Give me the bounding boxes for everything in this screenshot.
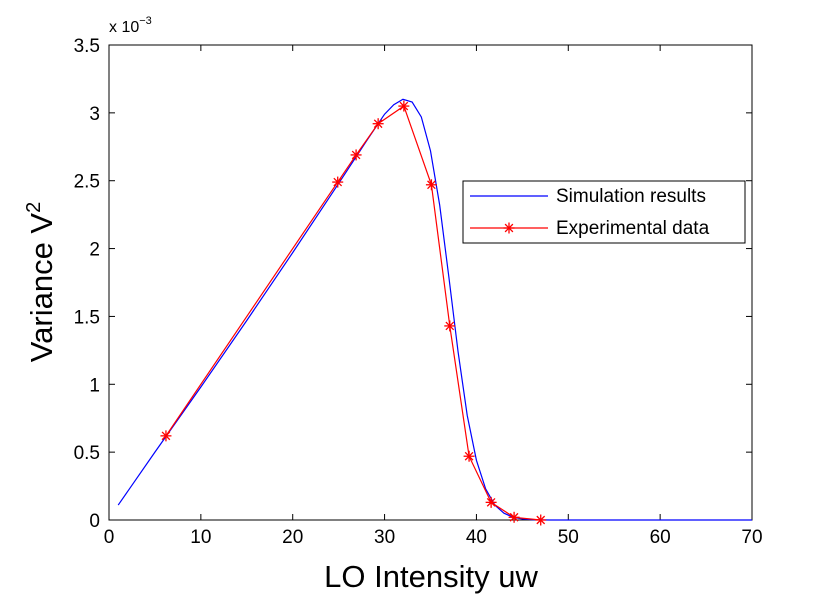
simulation-results-line (117, 98, 752, 521)
legend: Simulation results Experimental data (462, 180, 746, 244)
experimental-data-point-stroke (161, 431, 171, 441)
experimental-data-point (463, 450, 475, 462)
y-tick-label: 0 (89, 511, 100, 532)
y-axis-ticks: 0 0.5 1 1.5 2 2.5 3 3.5 (74, 36, 752, 532)
x-tick-label: 10 (190, 527, 211, 548)
plot-area-border (108, 44, 753, 521)
experimental-data-point-stroke (536, 515, 546, 525)
y-tick-label: 2 (89, 240, 100, 261)
x-tick-label: 40 (466, 527, 487, 548)
y-tick-label: 1 (89, 375, 100, 396)
experimental-data-point (372, 118, 384, 130)
experimental-data-point-stroke (373, 119, 383, 129)
x-tick-label: 0 (104, 527, 115, 548)
experimental-data-point (350, 149, 362, 161)
x-tick-label: 60 (650, 527, 671, 548)
legend-experimental-marker (503, 222, 515, 234)
experimental-data-point (332, 176, 344, 188)
axes-frame (108, 44, 753, 521)
y-tick-label: 3 (89, 104, 100, 125)
experimental-data-point (508, 511, 520, 523)
y-axis-multiplier-exponent: −3 (139, 15, 152, 27)
experimental-data-point (160, 430, 172, 442)
experimental-data-line (165, 105, 541, 521)
y-tick-label: 3.5 (74, 36, 100, 57)
x-axis-label: LO Intensity uw (324, 559, 538, 594)
legend-box (462, 180, 746, 244)
experimental-data-point (398, 100, 410, 112)
experimental-data-point-stroke (427, 180, 436, 190)
experimental-data-point (444, 320, 456, 332)
x-tick-label: 70 (741, 527, 762, 548)
y-tick-label: 1.5 (74, 307, 100, 328)
experimental-data-point-stroke (399, 101, 409, 111)
legend-asterisk-stroke (504, 223, 514, 233)
x-tick-label: 30 (374, 527, 395, 548)
experimental-data-point-stroke (333, 177, 343, 187)
experimental-data-point (535, 514, 547, 526)
legend-experimental-label: Experimental data (556, 218, 710, 239)
y-axis-multiplier: x 10−3 (109, 15, 152, 36)
experimental-data-point-stroke (464, 451, 474, 461)
experimental-data-point-stroke (351, 150, 361, 160)
experimental-data-point-stroke (509, 512, 519, 522)
x-tick-label: 50 (558, 527, 579, 548)
x-tick-label: 20 (282, 527, 303, 548)
legend-asterisk (503, 222, 515, 234)
legend-simulation-label: Simulation results (556, 186, 706, 207)
experimental-data-point-stroke (445, 321, 455, 331)
y-axis-label: Variance V2 (23, 202, 59, 362)
x-axis-ticks: 0 10 20 30 40 50 60 70 (104, 45, 763, 548)
experimental-data-point (485, 496, 497, 508)
y-tick-label: 0.5 (74, 443, 100, 464)
series-layer (117, 98, 752, 526)
y-tick-label: 2.5 (74, 172, 100, 193)
experimental-data-point-stroke (486, 498, 496, 507)
y-axis-label-text: Variance V (24, 213, 59, 363)
y-axis-multiplier-base: x 10 (109, 19, 139, 36)
y-axis-label-superscript: 2 (23, 202, 45, 213)
experimental-data-point (425, 179, 437, 191)
